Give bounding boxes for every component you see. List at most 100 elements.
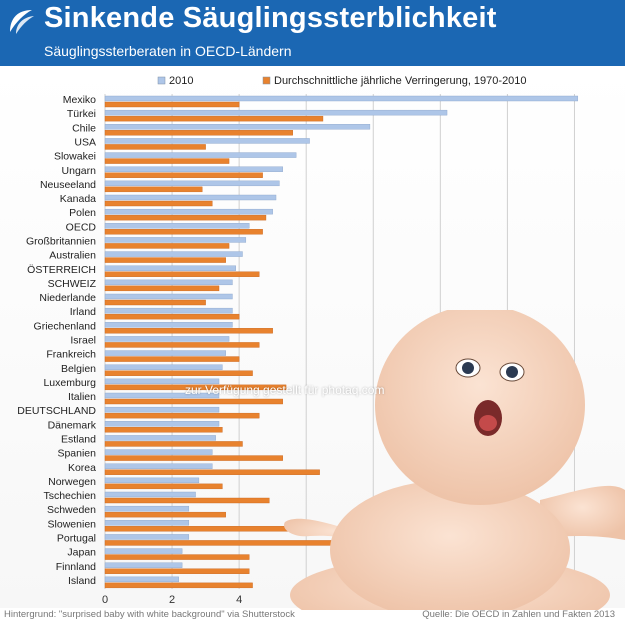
bar-2010 (104, 251, 243, 257)
bar-reduction (104, 412, 260, 419)
category-label: Israel (70, 335, 96, 347)
bar-reduction (104, 356, 240, 362)
x-tick-label: 4 (236, 594, 242, 606)
bar-reduction (104, 243, 230, 249)
category-label: Schweden (47, 504, 96, 516)
bar-2010 (104, 477, 200, 484)
category-label: Portugal (57, 533, 96, 545)
legend-label-2: Durchschnittliche jährliche Verringerung… (274, 75, 527, 87)
bars (104, 95, 579, 589)
category-label: DEUTSCHLAND (17, 405, 96, 417)
bar-2010 (104, 265, 236, 271)
category-label: Slowakei (54, 151, 96, 163)
bar-reduction (104, 257, 226, 263)
bar-reduction (104, 511, 226, 518)
bar-reduction (104, 299, 206, 306)
header-banner: Sinkende Säuglingssterblichkeit Säugling… (0, 0, 625, 66)
legend-swatch-2 (262, 76, 271, 85)
bar-2010 (104, 534, 190, 540)
bar-2010 (104, 322, 233, 328)
bar-reduction (104, 427, 223, 433)
image-credit: Hintergrund: "surprised baby with white … (4, 609, 295, 620)
bar-2010 (104, 293, 233, 300)
bar-2010 (104, 421, 220, 427)
bar-reduction (104, 285, 220, 292)
category-label: OECD (66, 221, 97, 233)
bar-2010 (104, 449, 213, 455)
bar-reduction (104, 526, 293, 532)
category-label: Kanada (60, 193, 96, 205)
bar-2010 (104, 463, 213, 469)
category-label: Japan (67, 547, 96, 559)
bar-reduction (104, 497, 270, 504)
category-label: Chile (72, 122, 96, 134)
page-subtitle: Säuglingssterberaten in OECD-Ländern (44, 43, 292, 59)
category-label: USA (74, 137, 96, 149)
bar-2010 (104, 364, 223, 370)
category-label: Korea (68, 462, 96, 474)
bar-2010 (104, 166, 283, 172)
bar-2010 (104, 208, 273, 215)
oecd-logo-icon (10, 10, 34, 34)
bar-2010 (104, 223, 250, 229)
bar-2010 (104, 152, 297, 158)
watermark: zur Verfügung gestellt für photaq.com (185, 383, 385, 397)
bar-reduction (104, 398, 283, 405)
bar-2010 (104, 109, 448, 116)
bar-2010 (104, 237, 247, 243)
category-label: Tschechien (43, 490, 96, 502)
bar-reduction (104, 554, 250, 560)
bar-reduction (104, 441, 243, 447)
category-label: Türkei (67, 108, 96, 120)
bar-2010 (104, 95, 579, 102)
bar-reduction (104, 483, 223, 490)
category-label: Dänemark (48, 419, 97, 431)
bar-reduction (104, 568, 250, 574)
bar-2010 (104, 435, 216, 441)
category-label: Niederlande (39, 292, 96, 304)
page-title: Sinkende Säuglingssterblichkeit (44, 2, 497, 34)
bar-2010 (104, 491, 196, 498)
bar-reduction (104, 172, 263, 178)
category-label: Spanien (57, 448, 96, 460)
category-label: Luxemburg (43, 377, 96, 389)
bar-2010 (104, 562, 183, 568)
category-label: Slowenien (48, 518, 97, 530)
bar-reduction (104, 455, 283, 461)
bar-reduction (104, 130, 293, 136)
bar-reduction (104, 144, 206, 150)
surprised-baby-photo-icon (284, 310, 625, 610)
bar-reduction (104, 101, 240, 108)
bar-reduction (104, 271, 260, 277)
bar-2010 (104, 307, 233, 314)
category-label: Finnland (56, 561, 96, 573)
legend-swatch-1 (157, 76, 166, 85)
bar-2010 (104, 392, 220, 399)
bar-reduction (104, 229, 263, 235)
bar-2010 (104, 336, 230, 342)
bar-reduction (104, 342, 260, 348)
category-label: Ungarn (62, 165, 97, 177)
category-label: Island (68, 575, 96, 587)
bar-2010 (104, 505, 190, 512)
bar-reduction (104, 582, 253, 589)
bar-reduction (104, 186, 203, 193)
x-tick-label: 0 (102, 594, 108, 606)
bar-2010 (104, 194, 277, 201)
category-label: Estland (61, 434, 96, 446)
bar-reduction (104, 158, 230, 164)
bar-2010 (104, 576, 179, 583)
legend-label-1: 2010 (169, 75, 193, 87)
bar-2010 (104, 548, 183, 554)
bar-2010 (104, 138, 310, 144)
category-label: Italien (68, 391, 96, 403)
category-label: Griechenland (34, 320, 97, 332)
category-label: SCHWEIZ (48, 278, 97, 290)
bar-reduction (104, 328, 273, 334)
category-label: Frankreich (46, 349, 96, 361)
category-label: Polen (69, 207, 96, 219)
category-labels: Mexiko Türkei Chile USA Slowakei Ungarn Neusee… (17, 94, 97, 587)
bar-reduction (104, 469, 320, 475)
bar-2010 (104, 406, 220, 413)
bar-reduction (104, 370, 253, 376)
